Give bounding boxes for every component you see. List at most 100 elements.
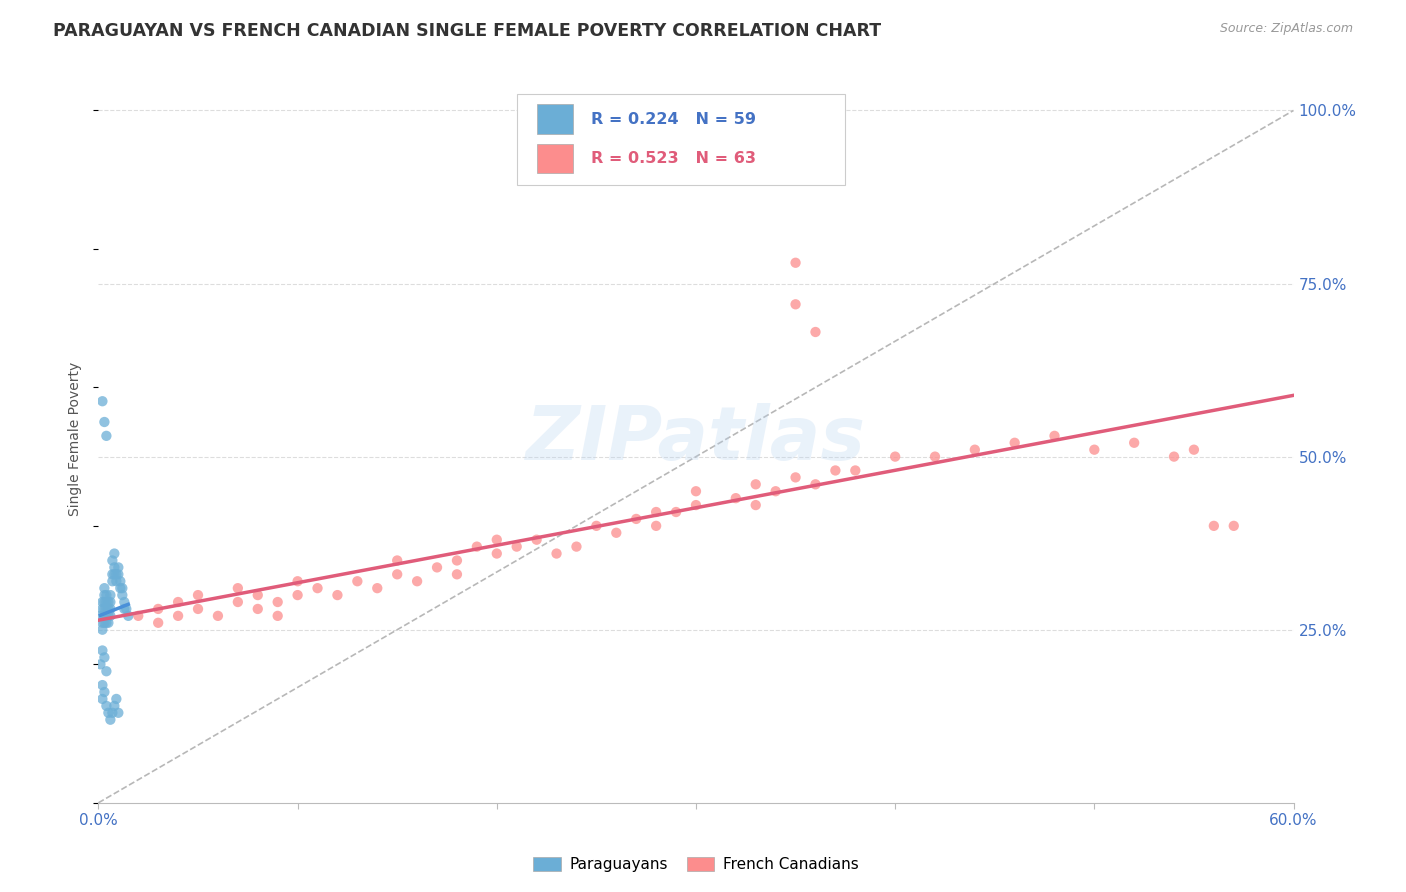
Point [785, 297, 807, 311]
Point [366, 581, 388, 595]
Point [446, 567, 468, 582]
Point [1182, 442, 1205, 457]
Point [97, 706, 120, 720]
Point [93, 685, 115, 699]
Text: R = 0.224   N = 59: R = 0.224 N = 59 [591, 112, 756, 127]
FancyBboxPatch shape [517, 94, 845, 185]
Point [884, 450, 907, 464]
Point [96, 698, 118, 713]
Point [105, 574, 128, 589]
Point [105, 567, 128, 582]
Point [665, 505, 688, 519]
Point [1163, 450, 1185, 464]
Point [97, 602, 120, 616]
Point [385, 567, 409, 582]
Point [91, 615, 114, 630]
Point [111, 581, 134, 595]
Point [645, 519, 668, 533]
Point [98, 713, 122, 727]
Point [246, 602, 269, 616]
Point [167, 595, 190, 609]
Text: ZIPatlas: ZIPatlas [526, 403, 866, 475]
Point [89, 657, 111, 672]
Point [485, 547, 508, 561]
Point [93, 615, 115, 630]
Point [1123, 435, 1146, 450]
Point [585, 519, 607, 533]
Point [745, 477, 768, 491]
Point [127, 608, 149, 623]
Y-axis label: Single Female Poverty: Single Female Poverty [69, 362, 83, 516]
FancyBboxPatch shape [537, 144, 572, 173]
Point [148, 602, 170, 616]
Point [267, 608, 290, 623]
Point [103, 560, 125, 574]
Point [844, 463, 866, 477]
Point [187, 588, 209, 602]
Point [326, 588, 349, 602]
Point [785, 256, 807, 270]
Point [89, 608, 111, 623]
Point [187, 602, 209, 616]
Point [1083, 442, 1105, 457]
Point [93, 581, 115, 595]
Point [963, 442, 986, 457]
FancyBboxPatch shape [537, 104, 572, 134]
Point [101, 574, 124, 589]
Point [93, 595, 115, 609]
Point [1223, 519, 1246, 533]
Point [1004, 435, 1026, 450]
Point [446, 553, 468, 567]
Point [685, 498, 707, 512]
Point [565, 540, 588, 554]
Point [105, 692, 128, 706]
Point [110, 581, 132, 595]
Point [485, 533, 508, 547]
Point [96, 602, 118, 616]
Point [465, 540, 488, 554]
Legend: Paraguayans, French Canadians: Paraguayans, French Canadians [527, 850, 865, 878]
Point [103, 698, 125, 713]
Point [93, 415, 115, 429]
Point [101, 706, 124, 720]
Point [605, 525, 627, 540]
Point [91, 623, 114, 637]
Point [91, 643, 114, 657]
Point [112, 595, 135, 609]
Point [101, 553, 124, 567]
Point [426, 560, 449, 574]
Point [97, 595, 120, 609]
Point [107, 706, 129, 720]
Point [97, 608, 120, 623]
Point [91, 394, 114, 409]
Point [107, 560, 129, 574]
Point [785, 470, 807, 484]
Point [93, 608, 115, 623]
Point [96, 595, 118, 609]
Point [98, 602, 122, 616]
Text: R = 0.523   N = 63: R = 0.523 N = 63 [591, 151, 756, 166]
Point [287, 574, 309, 589]
Text: Source: ZipAtlas.com: Source: ZipAtlas.com [1219, 22, 1353, 36]
Point [98, 595, 122, 609]
Point [91, 595, 114, 609]
Point [824, 463, 846, 477]
Text: PARAGUAYAN VS FRENCH CANADIAN SINGLE FEMALE POVERTY CORRELATION CHART: PARAGUAYAN VS FRENCH CANADIAN SINGLE FEM… [53, 22, 882, 40]
Point [546, 547, 568, 561]
Point [406, 574, 429, 589]
Point [1043, 429, 1066, 443]
Point [765, 484, 787, 499]
Point [96, 429, 118, 443]
Point [724, 491, 747, 505]
Point [645, 505, 668, 519]
Point [745, 498, 768, 512]
Point [804, 477, 827, 491]
Point [506, 540, 529, 554]
Point [924, 450, 946, 464]
Point [96, 615, 118, 630]
Point [107, 567, 129, 582]
Point [103, 547, 125, 561]
Point [207, 608, 229, 623]
Point [101, 567, 124, 582]
Point [97, 615, 120, 630]
